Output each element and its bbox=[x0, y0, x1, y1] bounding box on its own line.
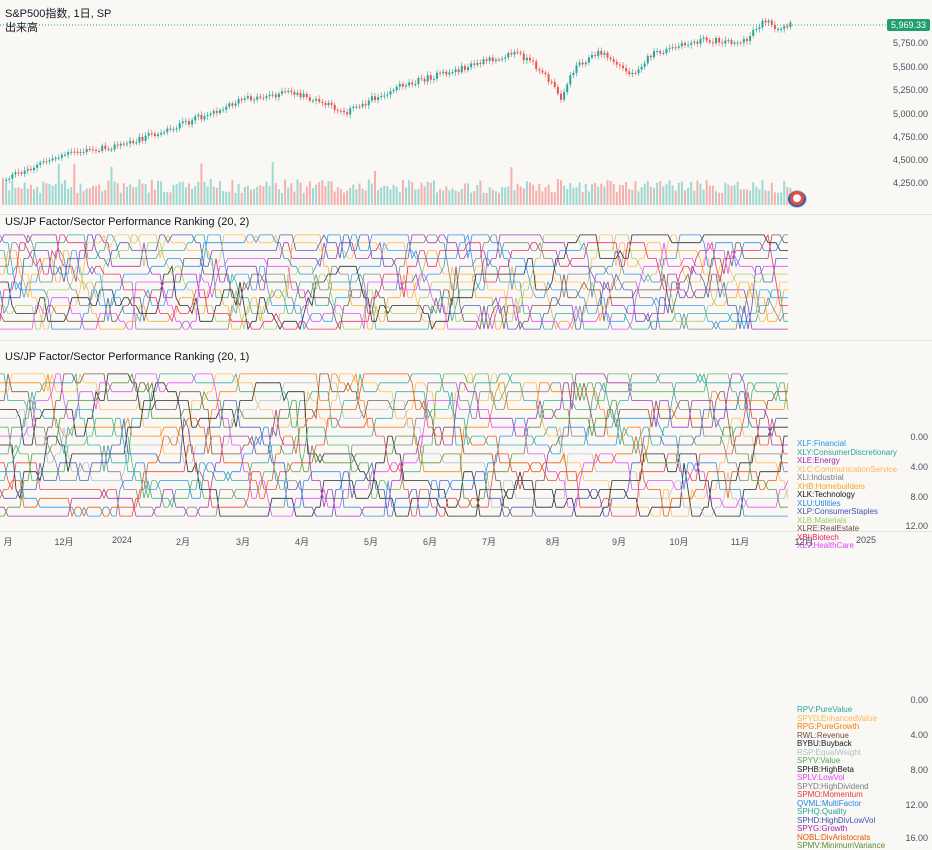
time-axis-label: 3月 bbox=[235, 537, 251, 547]
legend-entry: XLB:Materials bbox=[797, 515, 847, 525]
pane-separator[interactable] bbox=[0, 340, 932, 341]
axis-tick-label: 12.00 bbox=[905, 800, 928, 810]
axis-tick-label: 5,000.00 bbox=[892, 109, 928, 119]
axis-tick-label: 16.00 bbox=[905, 833, 928, 843]
legend-entry: XLP:ConsumerStaples bbox=[797, 507, 878, 516]
sector-ranking-chart[interactable] bbox=[0, 227, 795, 337]
legend-entry: XBI:Biotech bbox=[797, 532, 839, 542]
time-axis-label: 12月 bbox=[54, 537, 74, 547]
axis-tick-label: 0.00 bbox=[910, 695, 928, 705]
us-flag-icon bbox=[787, 190, 807, 208]
legend-entry: XLK:Technology bbox=[797, 490, 855, 499]
axis-tick-label: 8.00 bbox=[910, 492, 928, 502]
sector-indicator-title: US/JP Factor/Sector Performance Ranking … bbox=[5, 216, 250, 228]
legend-entry: XLI:Industrial bbox=[797, 473, 844, 482]
axis-tick-label: 8.00 bbox=[910, 765, 928, 775]
volume-label: 出来高 bbox=[5, 22, 38, 34]
axis-tick-label: 5,250.00 bbox=[892, 85, 928, 95]
legend-entry: XLU:Utilities bbox=[797, 498, 841, 508]
axis-tick-label: 4,750.00 bbox=[892, 132, 928, 142]
pane-separator[interactable] bbox=[0, 214, 932, 215]
time-axis-separator bbox=[0, 531, 932, 532]
chart-title: S&P500指数, 1日, SP bbox=[5, 8, 112, 20]
axis-tick-label: 12.00 bbox=[905, 521, 928, 531]
legend-entry: SPMV:MinimumVariance bbox=[797, 841, 886, 850]
time-axis-label: 2024 bbox=[111, 535, 133, 545]
price-chart[interactable] bbox=[0, 0, 890, 215]
legend-entry: XHB:Homebuilders bbox=[797, 481, 866, 491]
time-axis-label: 月 bbox=[3, 537, 13, 547]
time-axis-label: 10月 bbox=[669, 537, 689, 547]
legend-entry: XLV:HealthCare bbox=[797, 541, 854, 550]
ranking-pane-sector[interactable]: US/JP Factor/Sector Performance Ranking … bbox=[0, 215, 932, 550]
time-axis-label: 9月 bbox=[611, 537, 627, 547]
legend-entry: XLY:ConsumerDiscretionary bbox=[797, 447, 897, 457]
legend-entry: XLRE:RealEstate bbox=[797, 524, 860, 533]
time-axis-label: 6月 bbox=[422, 537, 438, 547]
time-axis-label: 4月 bbox=[294, 537, 310, 547]
axis-tick-label: 4.00 bbox=[910, 462, 928, 472]
axis-tick-label: 0.00 bbox=[910, 432, 928, 442]
factor-indicator-title: US/JP Factor/Sector Performance Ranking … bbox=[5, 351, 250, 363]
time-axis-label: 12月 bbox=[794, 537, 814, 547]
time-axis-label: 8月 bbox=[545, 537, 561, 547]
time-axis-label: 2月 bbox=[175, 537, 191, 547]
time-axis-label: 11月 bbox=[730, 537, 750, 547]
time-axis-label: 2025 bbox=[855, 535, 877, 545]
axis-tick-label: 4,500.00 bbox=[892, 155, 928, 165]
axis-tick-label: 4.00 bbox=[910, 730, 928, 740]
ranking-pane-factor[interactable]: US/JP Factor/Sector Performance Ranking … bbox=[0, 341, 932, 850]
legend-entry: XLE:Energy bbox=[797, 456, 840, 465]
time-axis-label: 5月 bbox=[363, 537, 379, 547]
axis-tick-label: 5,500.00 bbox=[892, 62, 928, 72]
axis-tick-label: 5,750.00 bbox=[892, 38, 928, 48]
legend-entry: XLC:CommunicationService bbox=[797, 464, 898, 474]
price-pane[interactable]: S&P500指数, 1日, SP 出来高 5,969.33 5,750.00 5,… bbox=[0, 0, 932, 215]
legend-entry: XLF:Financial bbox=[797, 439, 846, 448]
factor-ranking-chart[interactable] bbox=[0, 365, 795, 525]
last-price-badge: 5,969.33 bbox=[886, 19, 930, 31]
axis-tick-label: 4,250.00 bbox=[892, 178, 928, 188]
time-axis-label: 7月 bbox=[481, 537, 497, 547]
